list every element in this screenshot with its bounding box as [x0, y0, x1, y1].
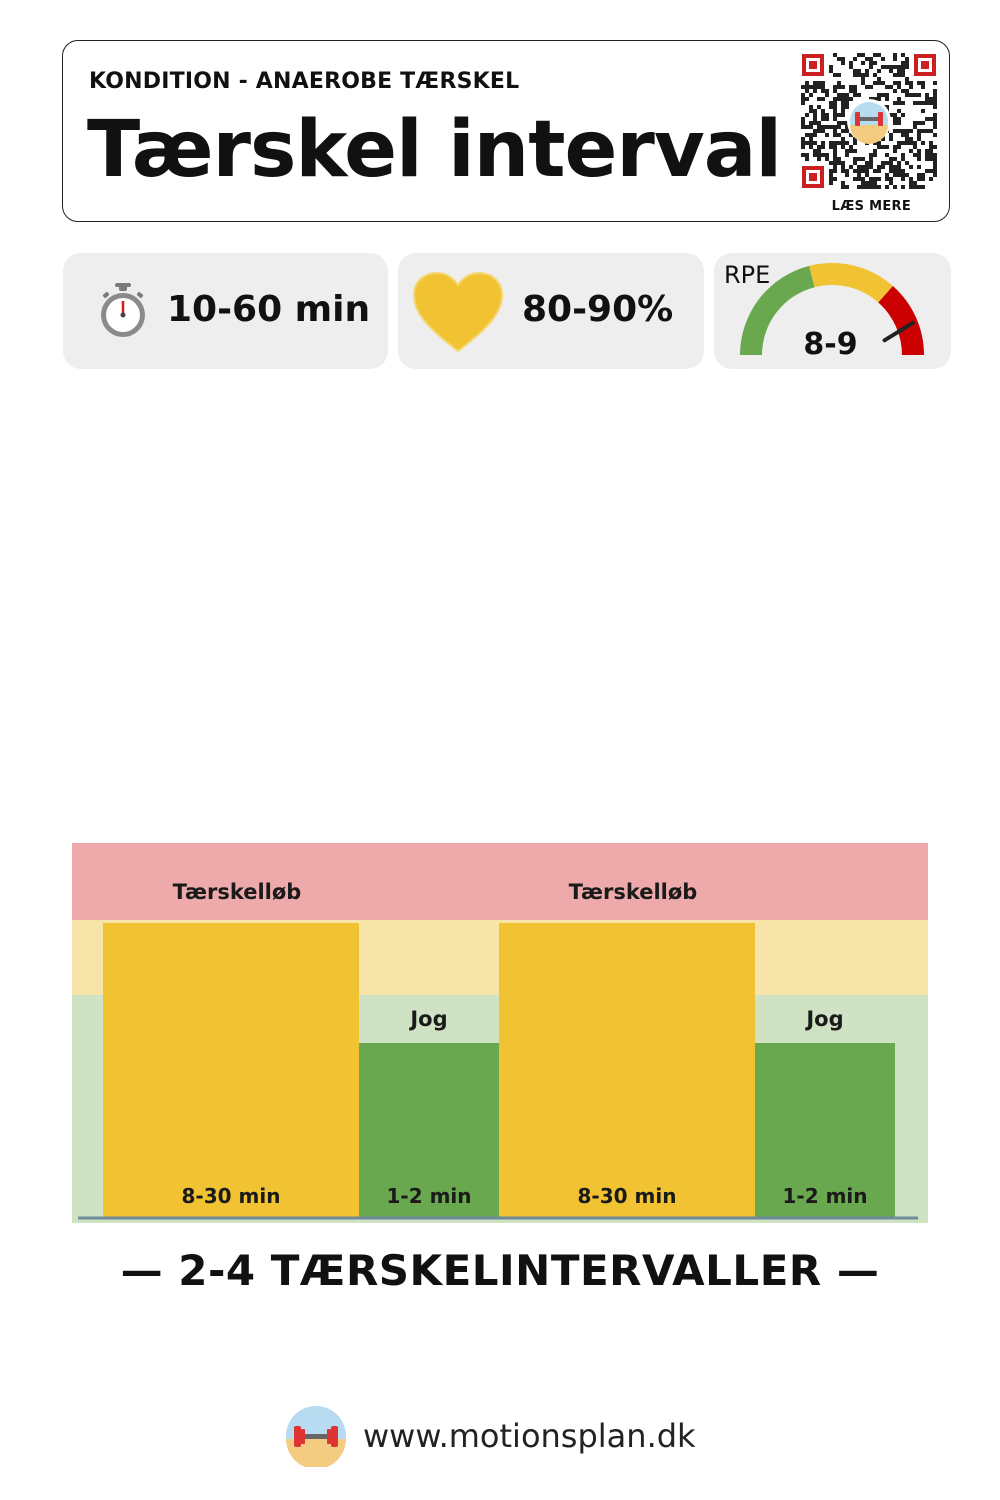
rpe-card: RPE 8-9: [714, 253, 951, 369]
rpe-value: 8-9: [803, 327, 858, 362]
interval-label: Jog: [408, 1007, 447, 1031]
heart-rate-value: 80-90%: [522, 289, 674, 330]
interval-block: [103, 923, 359, 1218]
interval-duration-label: 8-30 min: [182, 1184, 281, 1208]
qr-code-icon[interactable]: [801, 53, 937, 189]
interval-duration-label: 1-2 min: [386, 1184, 471, 1208]
footer: www.motionsplan.dk: [285, 1404, 696, 1468]
website-link[interactable]: www.motionsplan.dk: [363, 1417, 696, 1455]
interval-label: Tærskelløb: [569, 880, 698, 904]
interval-label: Jog: [804, 1007, 843, 1031]
heart-icon: [412, 271, 504, 353]
qr-center-logo-icon: [847, 99, 891, 144]
duration-value: 10-60 min: [167, 289, 371, 330]
read-more-link[interactable]: LÆS MERE: [831, 199, 911, 214]
interval-duration-label: 1-2 min: [782, 1184, 867, 1208]
heart-rate-card: 80-90%: [398, 253, 704, 369]
interval-duration-label: 8-30 min: [578, 1184, 677, 1208]
interval-block: [755, 1043, 895, 1218]
stopwatch-icon: [101, 283, 145, 337]
gauge-icon: [740, 263, 924, 355]
interval-caption: — 2-4 TÆRSKELINTERVALLER —: [120, 1246, 880, 1295]
page-title: Tærskel interval: [87, 105, 782, 195]
motionsplan-logo-icon: [286, 1406, 346, 1467]
interval-block: [499, 923, 755, 1218]
rpe-label: RPE: [724, 261, 771, 289]
zone-high-band: [72, 843, 928, 920]
category-label: KONDITION - ANAEROBE TÆRSKEL: [89, 69, 520, 94]
header-card: KONDITION - ANAEROBE TÆRSKEL Tærskel int…: [62, 40, 950, 222]
duration-card: 10-60 min: [63, 253, 388, 369]
interval-chart: Tærskelløb 8-30 min Jog 1-2 min Tærskelløb 8-…: [72, 843, 928, 1223]
interval-label: Tærskelløb: [173, 880, 302, 904]
interval-block: [359, 1043, 499, 1218]
